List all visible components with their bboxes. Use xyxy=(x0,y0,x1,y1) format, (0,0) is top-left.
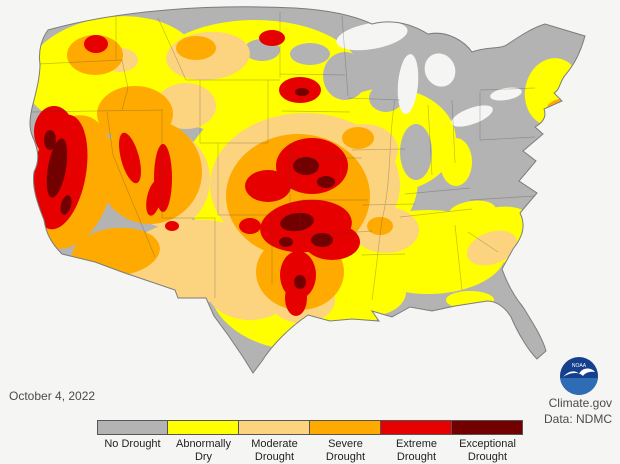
us-drought-map xyxy=(29,6,586,374)
noaa-bird-icon xyxy=(563,368,595,377)
legend-swatch-abnormally-dry xyxy=(167,420,239,435)
legend-swatch-exceptional-drought xyxy=(451,420,523,435)
attribution-data-source: Data: NDMC xyxy=(543,411,612,426)
legend-label-exceptional-drought: Exceptional Drought xyxy=(459,438,516,463)
legend-label-extreme-drought: Extreme Drought xyxy=(396,438,437,463)
drought-legend: No Drought Abnormally Dry Moderate Droug… xyxy=(97,420,523,463)
legend-item-exceptional-drought: Exceptional Drought xyxy=(451,420,523,463)
legend-label-no-drought: No Drought xyxy=(104,438,161,450)
legend-item-abnormally-dry: Abnormally Dry xyxy=(167,420,239,463)
legend-item-extreme-drought: Extreme Drought xyxy=(380,420,452,463)
state-boundaries xyxy=(30,12,536,301)
legend-item-moderate-drought: Moderate Drought xyxy=(238,420,310,463)
map-date-label: October 4, 2022 xyxy=(9,389,96,403)
legend-label-abnormally-dry: Abnormally Dry xyxy=(175,438,232,463)
legend-item-no-drought: No Drought xyxy=(97,420,168,463)
attribution-source: Climate.gov xyxy=(548,396,612,410)
legend-swatch-severe-drought xyxy=(309,420,381,435)
noaa-logo-text: NOAA xyxy=(572,363,587,369)
legend-swatch-no-drought xyxy=(97,420,168,435)
legend-item-severe-drought: Severe Drought xyxy=(309,420,381,463)
attribution-block: Climate.gov Data: NDMC xyxy=(544,396,612,427)
drought-layer-exceptional xyxy=(44,88,335,289)
legend-swatch-extreme-drought xyxy=(380,420,452,435)
legend-label-moderate-drought: Moderate Drought xyxy=(251,438,298,463)
great-lakes xyxy=(336,21,522,127)
us-outline xyxy=(29,6,586,374)
legend-label-severe-drought: Severe Drought xyxy=(325,438,366,463)
noaa-logo: NOAA xyxy=(560,357,598,395)
legend-swatch-moderate-drought xyxy=(238,420,310,435)
noaa-logo-sea xyxy=(560,378,598,395)
